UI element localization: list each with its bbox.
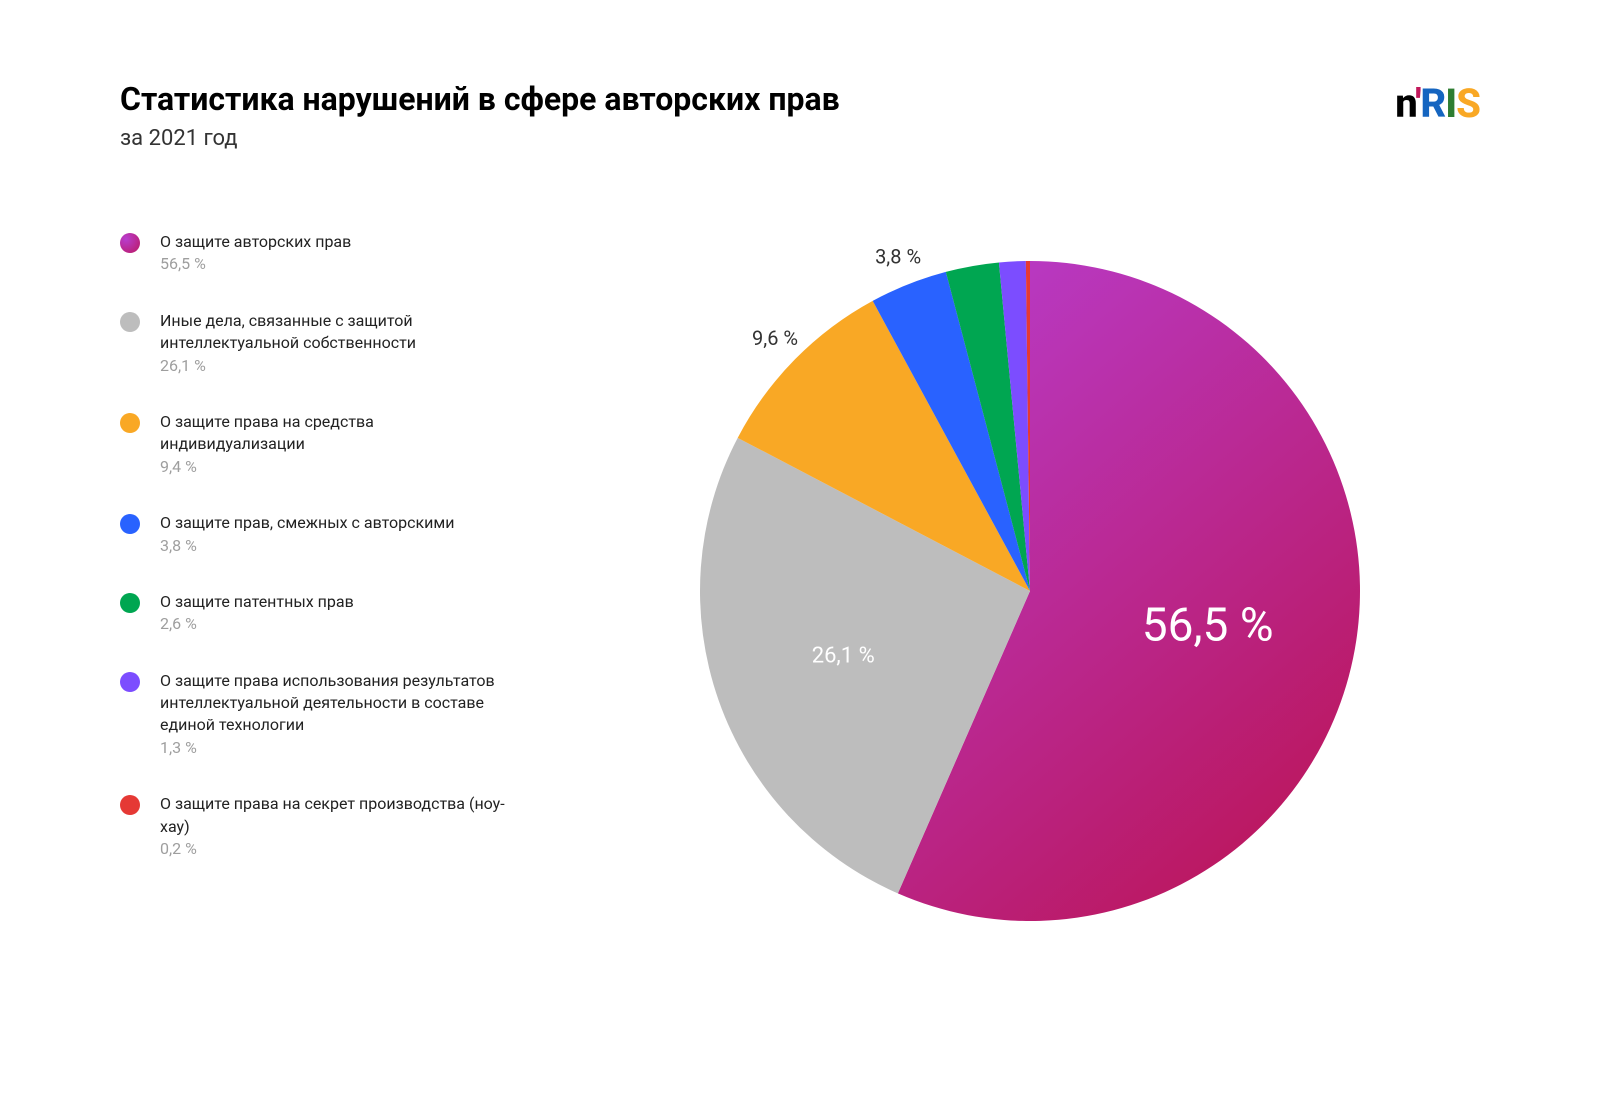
legend-swatch [120,593,140,613]
pie-slice-label: 56,5 % [1142,598,1274,652]
legend-label: О защите прав, смежных с авторскими [160,512,454,534]
legend-swatch [120,672,140,692]
legend-text: О защите авторских прав56,5 % [160,231,351,276]
legend-text: О защите прав, смежных с авторскими3,8 % [160,512,454,557]
legend-item: Иные дела, связанные с защитой интеллект… [120,310,520,377]
logo: n'RIS [1395,80,1480,127]
legend-value: 9,4 % [160,456,520,478]
legend-swatch [120,233,140,253]
legend-item: О защите прав, смежных с авторскими3,8 % [120,512,520,557]
chart-wrap: 56,5 % 26,1 % 9,6 % 3,8 % [580,231,1480,971]
legend-label: О защите авторских прав [160,231,351,253]
legend-swatch [120,514,140,534]
pie-slice-label-outside: 9,6 % [752,326,798,350]
legend-label: О защите права использования результатов… [160,670,520,737]
logo-i: I [1445,80,1456,127]
legend-swatch [120,795,140,815]
legend-item: О защите патентных прав2,6 % [120,591,520,636]
legend-label: О защите патентных прав [160,591,354,613]
legend-value: 1,3 % [160,737,520,759]
legend-label: Иные дела, связанные с защитой интеллект… [160,310,520,355]
legend-value: 56,5 % [160,253,351,275]
title-block: Статистика нарушений в сфере авторских п… [120,80,840,151]
legend-value: 26,1 % [160,355,520,377]
header: Статистика нарушений в сфере авторских п… [120,80,1480,151]
logo-n: n [1395,80,1415,127]
legend-value: 3,8 % [160,535,454,557]
legend-label: О защите права на секрет производства (н… [160,793,520,838]
legend-text: О защите права использования результатов… [160,670,520,760]
logo-r: R [1420,80,1445,127]
legend: О защите авторских прав56,5 % Иные дела, … [120,231,520,971]
legend-item: О защите права на средства индивидуализа… [120,411,520,478]
pie-chart: 56,5 % 26,1 % 9,6 % 3,8 % [610,231,1450,971]
legend-label: О защите права на средства индивидуализа… [160,411,520,456]
legend-text: О защите патентных прав2,6 % [160,591,354,636]
logo-s: S [1456,80,1480,127]
legend-value: 2,6 % [160,613,354,635]
pie-slice-label: 26,1 % [812,643,875,668]
content: О защите авторских прав56,5 %Иные дела, … [120,231,1480,971]
legend-item: О защите авторских прав56,5 % [120,231,520,276]
page-subtitle: за 2021 год [120,126,840,151]
legend-text: О защите права на средства индивидуализа… [160,411,520,478]
legend-swatch [120,413,140,433]
pie-slice-label-outside: 3,8 % [875,244,921,268]
legend-swatch [120,312,140,332]
page-title: Статистика нарушений в сфере авторских п… [120,80,840,118]
legend-item: О защите права на секрет производства (н… [120,793,520,860]
legend-item: О защите права использования результатов… [120,670,520,760]
legend-text: Иные дела, связанные с защитой интеллект… [160,310,520,377]
legend-value: 0,2 % [160,838,520,860]
legend-text: О защите права на секрет производства (н… [160,793,520,860]
